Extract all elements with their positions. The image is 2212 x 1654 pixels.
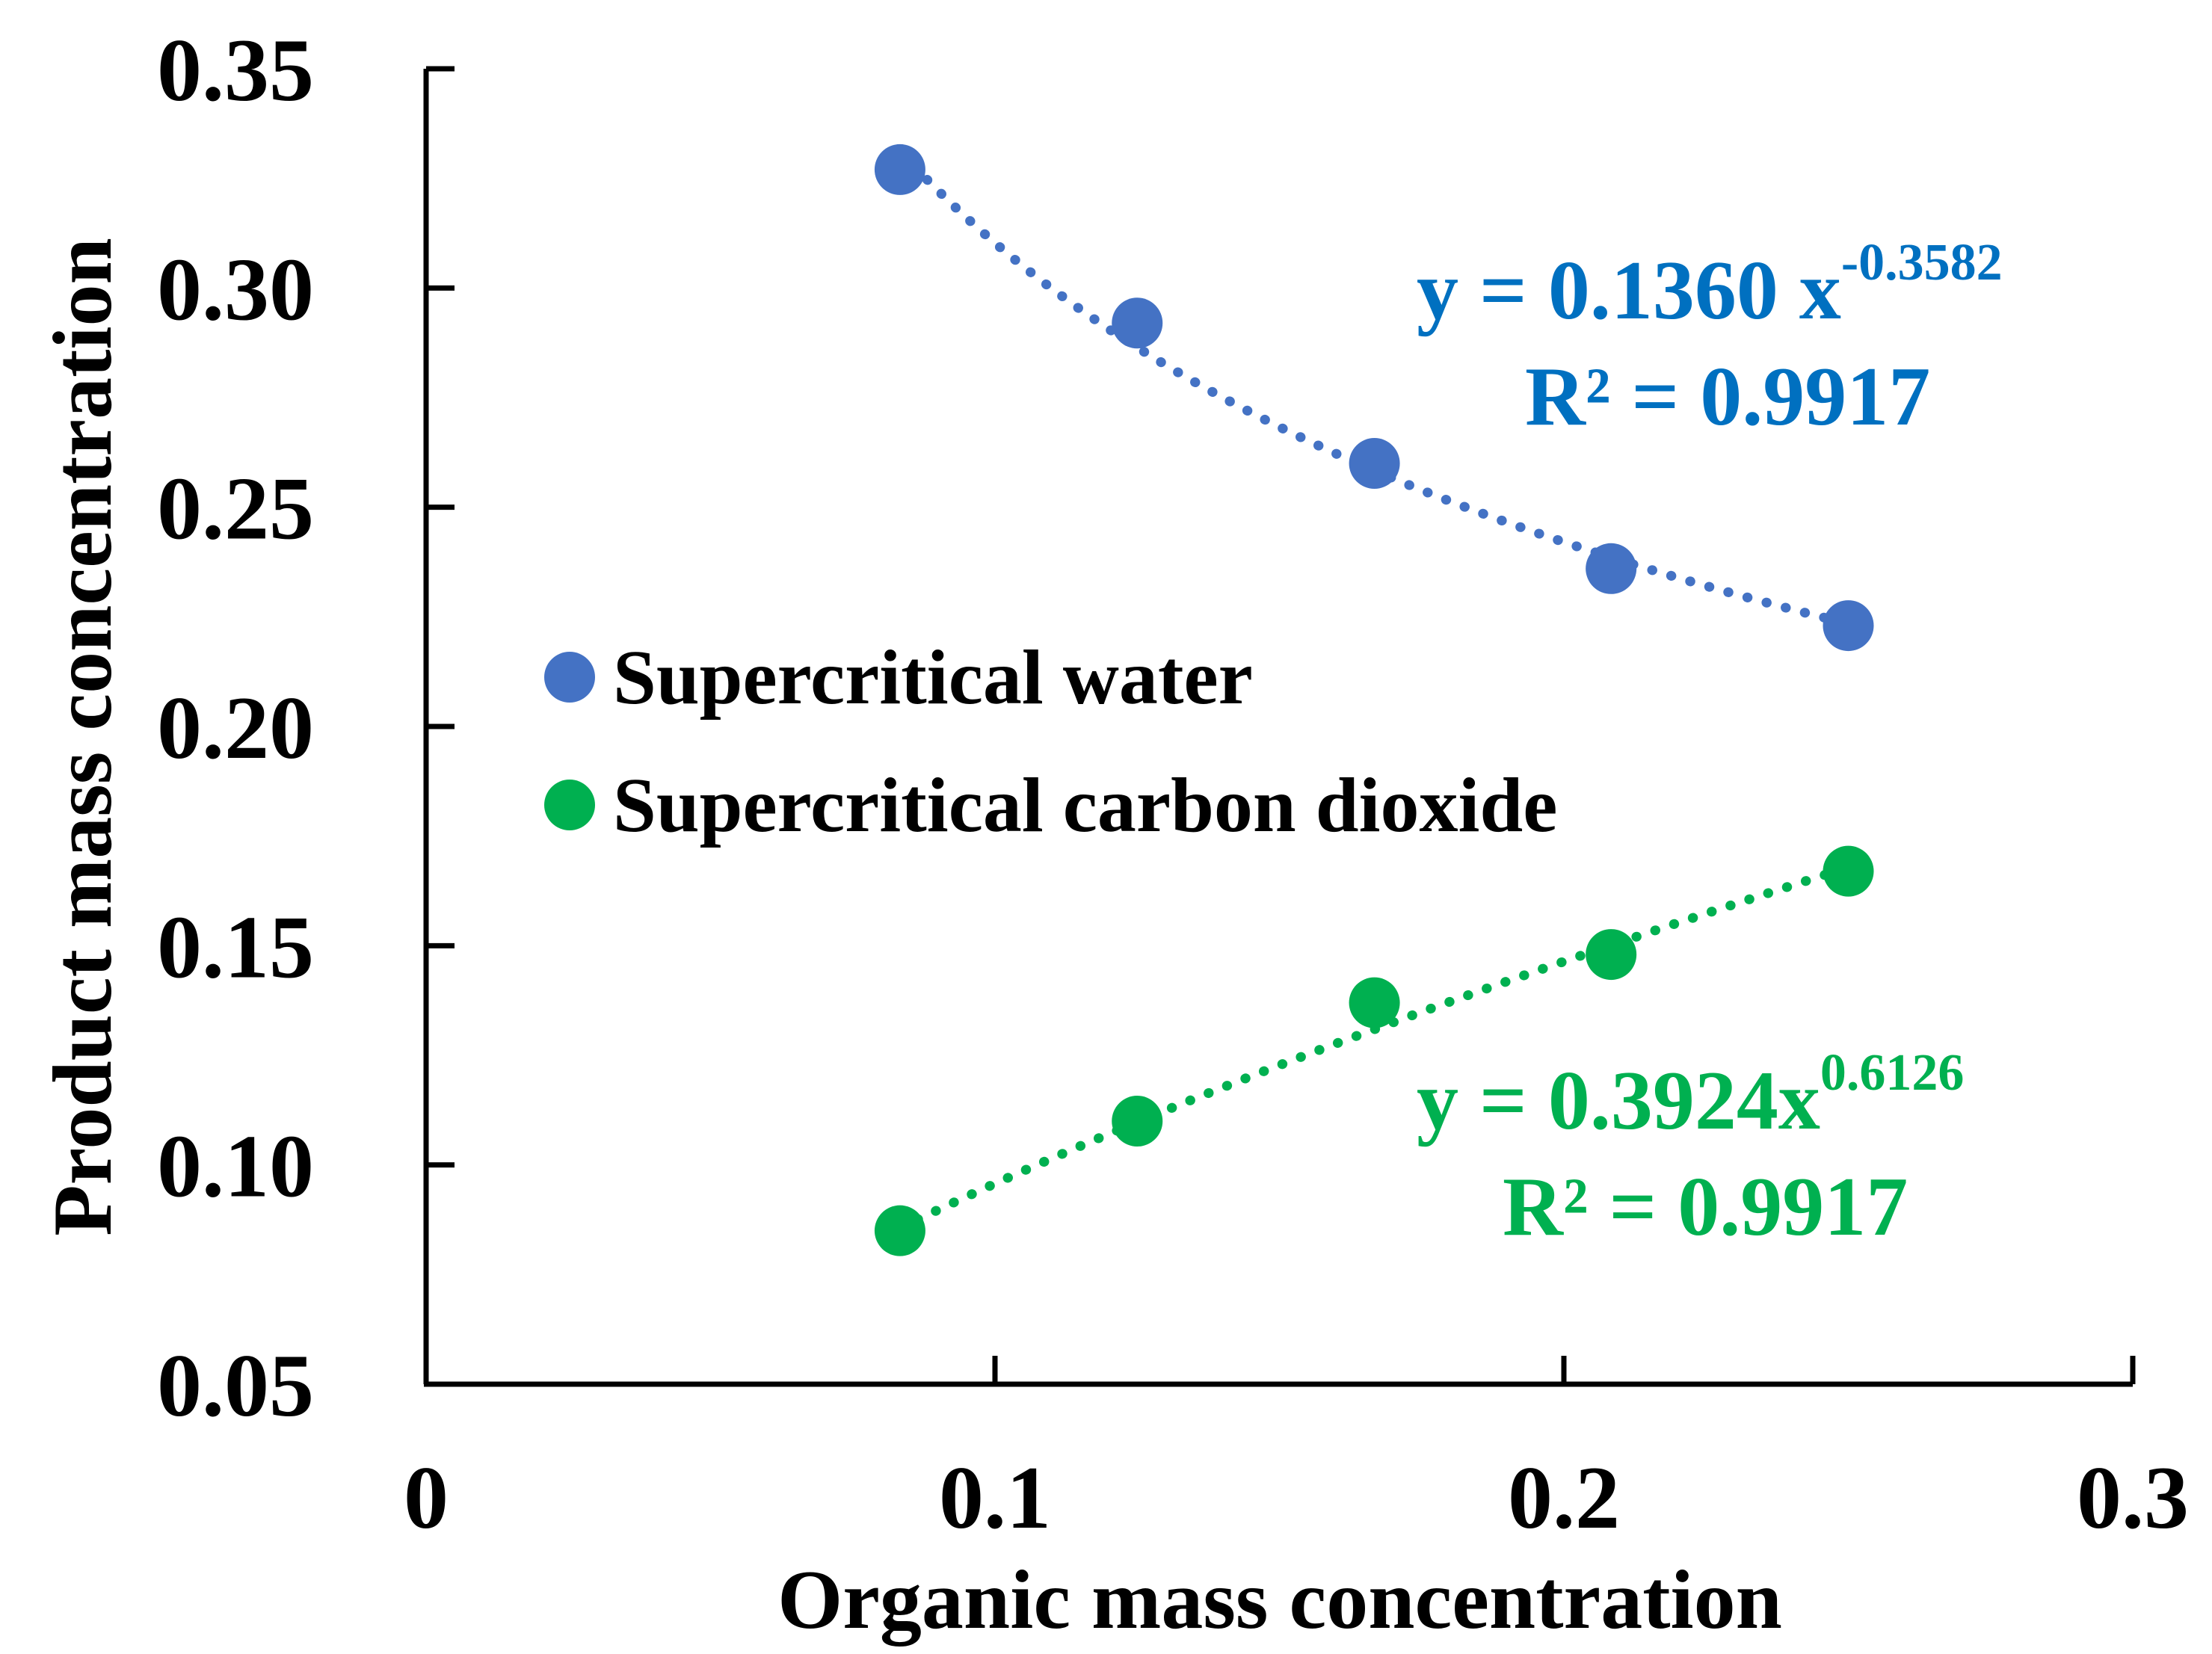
x-tick-label: 0.2 — [1508, 1448, 1620, 1547]
annotation-co2: y = 0.3924x0.6126 R² = 0.9917 — [1417, 1044, 1964, 1253]
y-ticks: 0.05 0.10 0.15 0.20 0.25 0.30 0.35 — [157, 20, 455, 1435]
data-point-series-0 — [1349, 438, 1400, 489]
y-tick-label: 0.20 — [157, 678, 314, 777]
x-ticks: 0 0.1 0.2 0.3 — [404, 1356, 2189, 1547]
legend: Supercritical water Supercritical carbon… — [544, 635, 1557, 848]
data-point-series-1 — [1586, 929, 1637, 981]
data-point-series-0 — [1586, 543, 1637, 594]
annotation-water: y = 0.1360 x-0.3582 R² = 0.9917 — [1417, 234, 2003, 443]
y-tick-label: 0.35 — [157, 20, 314, 120]
legend-marker-co2 — [544, 780, 595, 830]
x-tick-label: 0 — [404, 1448, 449, 1547]
data-point-series-1 — [1112, 1096, 1163, 1147]
data-point-series-0 — [1112, 297, 1163, 349]
equation-water: y = 0.1360 x-0.3582 — [1417, 234, 2003, 337]
x-tick-label: 0.1 — [939, 1448, 1051, 1547]
trendline-series-1 — [895, 863, 1853, 1233]
y-tick-label: 0.10 — [157, 1117, 314, 1216]
legend-marker-water — [544, 652, 595, 703]
legend-label-co2: Supercritical carbon dioxide — [613, 762, 1557, 848]
data-point-series-1 — [1823, 845, 1874, 897]
r-squared-water: R² = 0.9917 — [1525, 351, 1930, 443]
y-tick-label: 0.15 — [157, 897, 314, 996]
equation-co2: y = 0.3924x0.6126 — [1417, 1044, 1964, 1147]
x-axis-title: Organic mass concentration — [777, 1554, 1782, 1647]
data-point-series-0 — [1823, 600, 1874, 652]
legend-label-water: Supercritical water — [613, 635, 1253, 720]
r-squared-co2: R² = 0.9917 — [1503, 1161, 1908, 1253]
x-tick-label: 0.3 — [2077, 1448, 2189, 1547]
data-point-series-1 — [874, 1205, 925, 1256]
y-axis-title: Product mass concentration — [37, 238, 129, 1236]
data-points — [874, 144, 1874, 1256]
y-tick-label: 0.30 — [157, 239, 314, 339]
data-point-series-1 — [1349, 977, 1400, 1028]
y-tick-label: 0.05 — [157, 1336, 314, 1435]
y-tick-label: 0.25 — [157, 459, 314, 558]
data-point-series-0 — [874, 144, 925, 195]
